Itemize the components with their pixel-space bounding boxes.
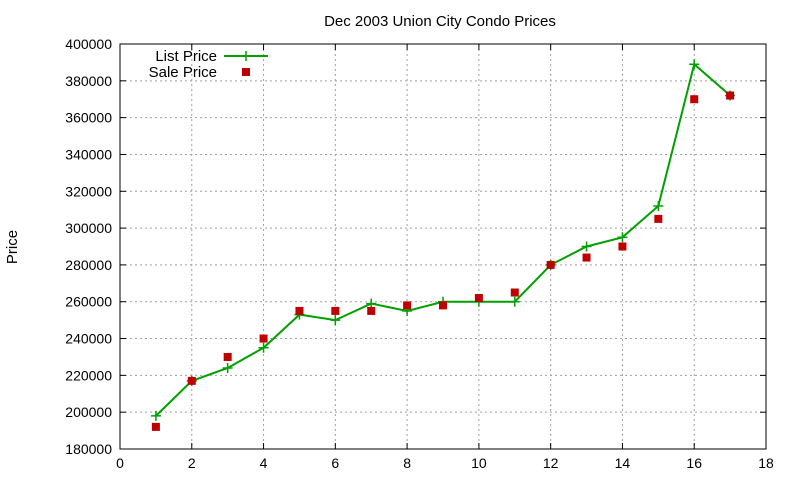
y-tick-label: 220000 <box>65 367 112 383</box>
list-price-point <box>653 201 664 211</box>
y-tick-label: 240000 <box>65 331 112 347</box>
legend-marker-list-price <box>241 51 251 61</box>
legend-label-list-price: List Price <box>155 48 217 65</box>
legend-label-sale-price: Sale Price <box>149 64 217 81</box>
sale-price-point <box>618 242 627 251</box>
data-series <box>150 59 736 431</box>
chart-title: Dec 2003 Union City Condo Prices <box>324 13 556 30</box>
sale-price-point <box>726 91 735 100</box>
list-price-point <box>222 363 233 373</box>
sale-price-point <box>690 95 699 104</box>
sale-price-point <box>403 301 412 310</box>
x-tick-label: 4 <box>260 455 268 471</box>
sale-price-point <box>331 306 340 315</box>
list-price-point <box>617 232 628 243</box>
y-tick-label: 260000 <box>65 294 112 310</box>
sale-price-point <box>474 294 483 303</box>
y-tick-label: 380000 <box>65 73 112 89</box>
list-price-point <box>366 298 377 309</box>
x-tick-label: 6 <box>331 455 339 471</box>
x-tick-label: 12 <box>543 455 559 471</box>
list-price-point <box>150 410 161 421</box>
x-tick-label: 18 <box>758 455 774 471</box>
x-tick-label: 16 <box>686 455 702 471</box>
y-tick-label: 340000 <box>65 146 112 162</box>
sale-price-point <box>367 306 376 315</box>
sale-price-point <box>582 253 591 262</box>
y-tick-label: 280000 <box>65 257 112 273</box>
sale-price-point <box>510 288 519 297</box>
sale-price-point <box>259 334 268 343</box>
sale-price-point <box>151 422 160 431</box>
x-tick-label: 10 <box>471 455 487 471</box>
x-tick-label: 2 <box>188 455 196 471</box>
y-tick-label: 400000 <box>65 36 112 52</box>
list-price-point <box>509 296 520 307</box>
y-axis-label: Price <box>4 230 21 264</box>
sale-price-point <box>187 376 196 385</box>
list-price-point <box>330 315 341 326</box>
x-tick-label: 8 <box>403 455 411 471</box>
y-tick-label: 200000 <box>65 404 112 420</box>
sale-price-point <box>439 301 447 310</box>
plot-frame <box>119 43 767 450</box>
legend-marker-sale-price <box>242 68 250 76</box>
list-price-line <box>155 62 731 417</box>
sale-price-point <box>223 352 232 361</box>
x-tick-label: 0 <box>116 455 124 471</box>
list-price-point <box>581 241 592 252</box>
x-tick-label: 14 <box>615 455 631 471</box>
axes: 0 2 4 6 8 10 12 14 16 18 180000 200000 220000 240000 2… <box>65 36 774 471</box>
list-price-point <box>258 342 269 353</box>
sale-price-point <box>546 260 555 269</box>
y-tick-label: 180000 <box>65 441 112 457</box>
grid-lines <box>120 44 766 449</box>
sale-price-point <box>654 214 663 223</box>
y-tick-label: 360000 <box>65 110 112 126</box>
y-tick-label: 300000 <box>65 220 112 236</box>
y-tick-label: 320000 <box>65 183 112 199</box>
list-price-point <box>689 59 700 70</box>
sale-price-point <box>295 306 304 315</box>
